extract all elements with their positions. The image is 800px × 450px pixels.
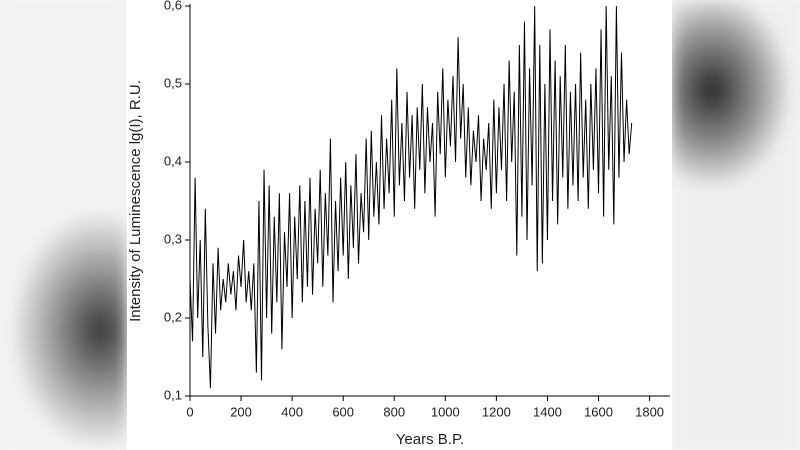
blurred-edge — [0, 0, 127, 450]
x-tick-label: 1800 — [635, 404, 664, 419]
y-tick-label: 0,5 — [164, 75, 182, 90]
y-axis-title: Intensity of Luminescence lg(I), R.U. — [127, 80, 144, 322]
x-tick-label: 1400 — [533, 404, 562, 419]
y-tick-label: 0,1 — [164, 387, 182, 402]
x-tick-label: 400 — [281, 404, 303, 419]
y-tick-label: 0,6 — [164, 0, 182, 12]
x-tick-label: 800 — [383, 404, 405, 419]
y-tick-label: 0,3 — [164, 231, 182, 246]
data-line — [189, 5, 633, 389]
x-axis-title: Years B.P. — [396, 431, 464, 448]
x-tick-label: 200 — [230, 404, 252, 419]
y-tick-label: 0,4 — [164, 153, 182, 168]
blurred-edge — [672, 0, 800, 450]
x-tick-label: 1200 — [482, 404, 511, 419]
x-tick-label: 1600 — [584, 404, 613, 419]
x-tick-label: 0 — [186, 404, 193, 419]
x-tick-label: 600 — [332, 404, 354, 419]
y-tick-label: 0,2 — [164, 309, 182, 324]
x-tick-label: 1000 — [431, 404, 460, 419]
